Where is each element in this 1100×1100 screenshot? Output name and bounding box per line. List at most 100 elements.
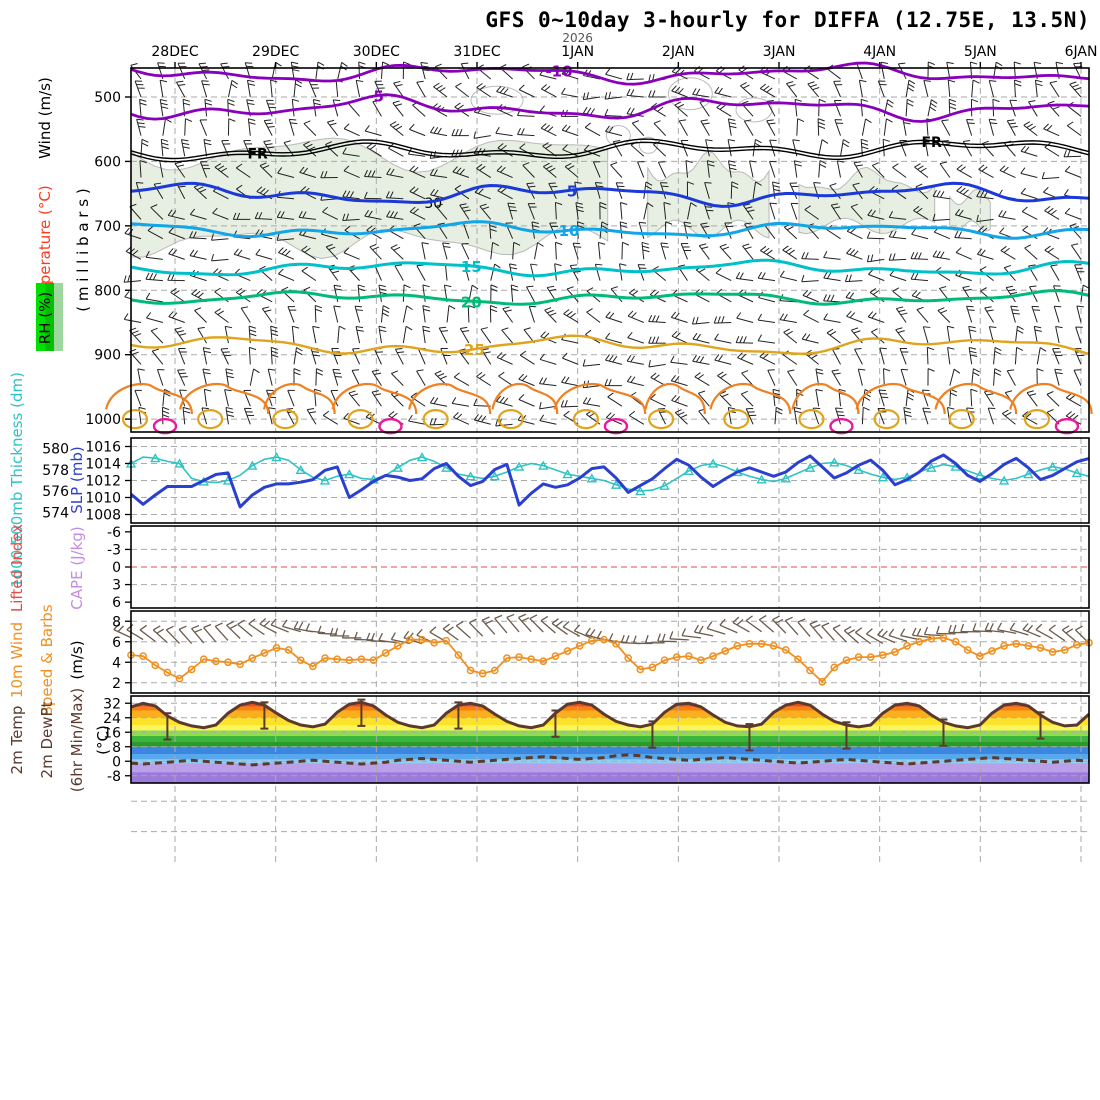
wind-barb-flag [176, 80, 184, 83]
wind-barb-flag [204, 98, 212, 102]
wind-barb [199, 119, 208, 136]
wind-barb [124, 318, 142, 323]
wind-barb-flag [715, 268, 722, 274]
axis-label-temp2m: 2m Temp [8, 706, 26, 775]
wind-barb-10m-flag [1075, 625, 1083, 631]
wind-barb-flag [940, 251, 945, 259]
wind-barb [741, 372, 754, 386]
wind-barb-flag [585, 329, 592, 335]
wind-barb-flag [462, 330, 470, 333]
wind-barb-flag [197, 292, 204, 298]
wind-barb-flag [608, 378, 612, 386]
wind-barb [528, 306, 535, 323]
wind-barb-flag [674, 376, 680, 383]
wind-barb-flag [440, 330, 448, 332]
wind-barb-flag [1076, 305, 1084, 308]
isotherm-line [130, 289, 1090, 306]
thickness-marker [926, 462, 937, 472]
page-title: GFS 0~10day 3-hourly for DIFFA (12.75E, … [485, 8, 1090, 32]
wind-barb [889, 236, 907, 240]
wind-barb-flag [812, 87, 820, 91]
temp-tick-label: -8 [107, 769, 121, 785]
wind-speed-marker [563, 647, 572, 655]
wind-barb-flag [608, 91, 612, 99]
wind-barb-flag [146, 312, 152, 319]
wind-barb-flag [138, 406, 146, 410]
axis-label-lifted-index: Lifted Index [8, 524, 26, 612]
wind-barb [998, 215, 1016, 220]
wind-barb-flag [236, 184, 243, 190]
wind-barb-flag [970, 61, 978, 65]
wind-barb-flag [281, 248, 288, 255]
wind-barb-flag [386, 168, 391, 175]
wind-barb-flag [1036, 368, 1044, 372]
wind-barb-flag [263, 189, 269, 196]
wind-speed-marker [333, 655, 342, 664]
wind-barb-flag [773, 396, 781, 400]
wind-barb [714, 359, 732, 365]
wind-barb-flag [690, 202, 697, 207]
wind-barb-10m [821, 625, 835, 641]
wind-barb-flag [888, 253, 892, 261]
wind-barb-flag [202, 368, 210, 371]
thickness-marker [247, 460, 258, 470]
wind-barb-flag [815, 388, 823, 392]
wind-barb-flag [981, 227, 988, 234]
wind-tick-label: 4 [112, 655, 121, 671]
wind-barb [409, 211, 426, 220]
wind-barb [517, 419, 535, 425]
wind-barb [858, 80, 863, 98]
wind-barb-10m-flag [854, 627, 863, 633]
wind-barb [446, 305, 450, 323]
wind-barb [561, 93, 579, 98]
wind-barb-10m-flag [329, 627, 334, 636]
wind-barb-flag [430, 188, 435, 196]
wind-barb-flag [647, 202, 654, 208]
thickness-marker [562, 469, 573, 479]
wind-barb-flag [408, 414, 413, 422]
wind-speed-marker [624, 654, 633, 663]
axis-label-thickness: 1000-500mb Thickness (dm) [8, 372, 26, 588]
wind-barb [670, 361, 688, 365]
wind-barb-flag [291, 65, 299, 68]
wind-barb [1010, 305, 1016, 323]
wind-barb [408, 153, 426, 157]
freezing-label-left: FR [247, 147, 268, 163]
wind-barb-10m [745, 620, 762, 633]
wind-barb [970, 389, 973, 407]
wind-barb [137, 368, 142, 386]
wind-barb-flag [270, 79, 278, 83]
wind-barb-flag [271, 350, 279, 354]
wind-barb [199, 161, 208, 178]
wind-barb-flag [678, 88, 684, 94]
wind-barb [769, 161, 776, 178]
wind-barb-10m-flag [446, 626, 454, 633]
wind-barb-flag [835, 407, 843, 410]
wind-barb-flag [749, 160, 757, 163]
wind-barb [583, 96, 601, 101]
wind-barb-flag [566, 286, 574, 290]
wind-barb-flag [237, 249, 243, 256]
wind-barb-flag [518, 84, 525, 90]
wind-barb-flag [653, 120, 661, 124]
wind-barb-flag [936, 190, 941, 198]
wind-barb [924, 139, 929, 157]
wind-barb [767, 370, 776, 386]
wind-barb-flag [543, 162, 550, 168]
wind-barb [421, 242, 426, 260]
wind-barb-flag [131, 330, 139, 334]
wind-barb-10m-flag [900, 628, 906, 636]
wind-barb-10m-flag [809, 620, 818, 625]
wind-barb-flag [608, 312, 615, 319]
wind-barb [391, 373, 404, 386]
wind-barb-flag [230, 83, 238, 89]
wind-barb-10m-flag [1026, 624, 1034, 632]
wind-barb [692, 338, 710, 344]
wind-barb-flag [224, 389, 232, 392]
wind-barb [932, 195, 950, 200]
wind-barb-flag [391, 370, 399, 374]
wind-barb-flag [918, 252, 922, 260]
wind-barb-flag [911, 228, 917, 235]
wind-barb-flag [500, 144, 507, 151]
